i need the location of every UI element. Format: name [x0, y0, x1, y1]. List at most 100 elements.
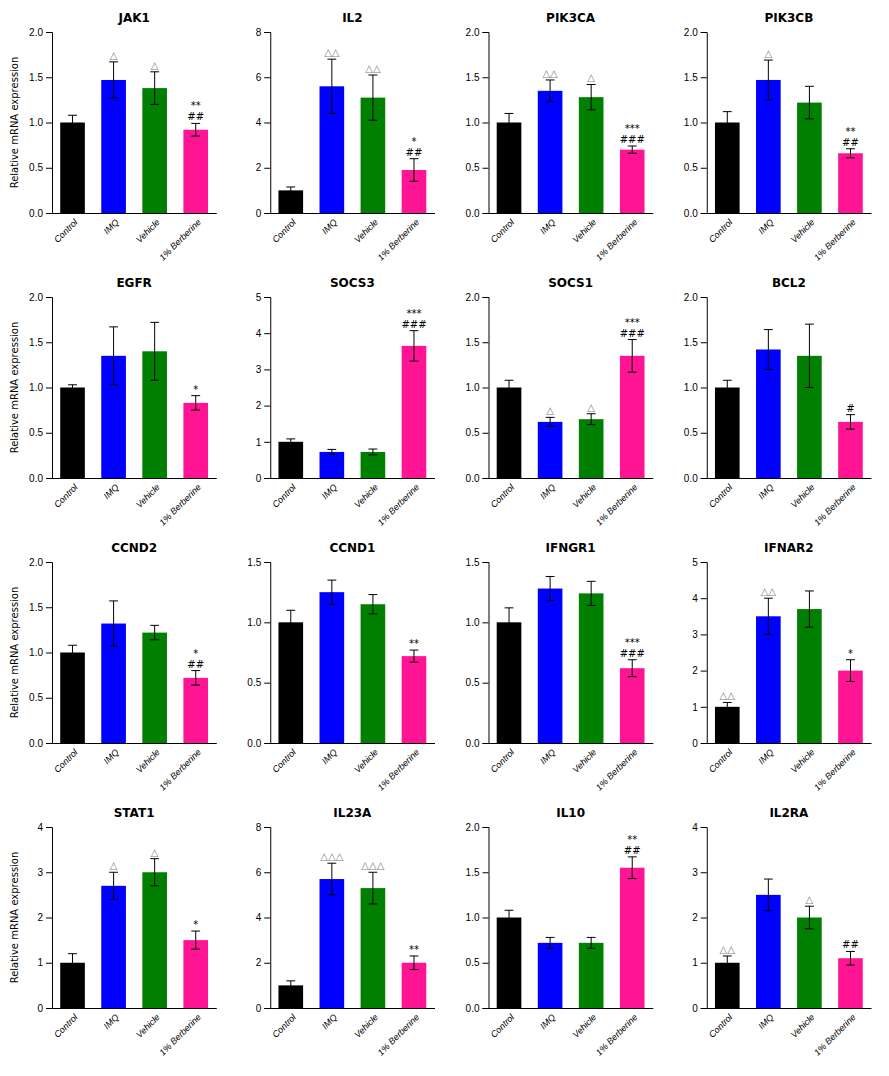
error-bar: [286, 981, 295, 990]
x-tick-label: Control: [270, 746, 298, 774]
y-tick-label: 1.5: [684, 337, 698, 348]
annotation: △△△: [361, 860, 384, 871]
error-bar: [723, 380, 732, 394]
y-axis: 0.00.51.01.52.0: [684, 27, 707, 219]
x-tick-label: IMQ: [320, 747, 339, 766]
bar: [320, 452, 345, 478]
y-axis-line: [483, 33, 490, 214]
y-tick-mark: [264, 1008, 270, 1009]
y-tick-label: 1.0: [466, 912, 480, 923]
y-tick-mark: [264, 123, 270, 124]
x-tick-label: Vehicle: [134, 217, 162, 245]
y-tick-label: 1.5: [29, 602, 43, 613]
x-tick-label: Control: [52, 1011, 80, 1039]
error-bar: [109, 327, 118, 385]
y-tick: 2: [256, 162, 271, 173]
x-tick: 1% Berberine: [376, 743, 422, 793]
annotation: ###: [620, 648, 645, 659]
bar: [838, 958, 863, 1008]
error-bar: [764, 879, 773, 911]
x-tick: 1% Berberine: [376, 213, 422, 263]
y-tick: 2: [256, 400, 271, 411]
y-tick-mark: [483, 297, 489, 298]
y-tick: 1.5: [247, 557, 270, 568]
y-axis: 0.00.51.01.52.0: [29, 27, 52, 219]
panel: 01234ControlIMQVehicle1% Berberine△△△##I…: [692, 806, 871, 1058]
x-tick: Control: [489, 213, 517, 245]
panel: 0.00.51.01.52.0ControlIMQVehicle1% Berbe…: [466, 11, 654, 263]
y-tick-label: 1.5: [466, 867, 480, 878]
y-tick-label: 2.0: [466, 822, 480, 833]
x-axis: ControlIMQVehicle1% Berberine: [489, 213, 654, 263]
plot-area: [715, 591, 863, 743]
y-tick-mark: [483, 388, 489, 389]
y-tick-label: 1.5: [466, 557, 480, 568]
plot-area: [278, 59, 426, 213]
y-tick-label: 2: [256, 400, 262, 411]
y-axis-line: [46, 563, 53, 744]
x-axis: ControlIMQVehicle1% Berberine: [270, 743, 435, 793]
error-bar: [628, 857, 637, 879]
x-tick: Vehicle: [134, 213, 162, 245]
y-tick: 1.0: [466, 912, 489, 923]
y-tick: 1.5: [29, 337, 52, 348]
error-bar: [327, 863, 336, 895]
x-tick: Vehicle: [789, 743, 817, 775]
y-tick-label: 2: [256, 957, 262, 968]
error-bar: [286, 610, 295, 634]
y-axis: 012345: [692, 557, 707, 749]
x-axis: ControlIMQVehicle1% Berberine: [52, 213, 217, 263]
y-tick-label: 0.5: [29, 692, 43, 703]
annotations: △△###***: [546, 317, 645, 417]
x-tick: IMQ: [102, 743, 121, 766]
x-tick: Vehicle: [789, 213, 817, 245]
y-tick: 2: [37, 912, 52, 923]
y-tick: 1.0: [684, 117, 707, 128]
y-tick: 0.5: [684, 162, 707, 173]
error-bar: [410, 159, 419, 182]
y-tick-mark: [264, 333, 270, 334]
x-axis: ControlIMQVehicle1% Berberine: [489, 1008, 654, 1058]
x-tick: Vehicle: [571, 478, 599, 510]
annotation: ***: [625, 637, 640, 648]
bar: [797, 609, 822, 743]
x-tick-label: Vehicle: [352, 217, 380, 245]
x-tick: Vehicle: [571, 1008, 599, 1040]
y-axis: 0.00.51.01.52.0: [29, 292, 52, 484]
x-tick: Control: [270, 1008, 298, 1040]
y-tick-label: 1.0: [29, 647, 43, 658]
bar: [320, 592, 345, 743]
y-tick-label: 2.0: [466, 27, 480, 38]
x-axis-line: [707, 1008, 871, 1009]
y-tick: 1.5: [466, 867, 489, 878]
y-tick: 1.0: [466, 382, 489, 393]
x-tick-label: 1% Berberine: [376, 217, 422, 263]
error-bar: [150, 625, 159, 639]
y-axis-line: [46, 33, 53, 214]
y-tick: 1.0: [29, 382, 52, 393]
y-tick: 3: [692, 629, 707, 640]
y-tick-label: 1.0: [29, 382, 43, 393]
y-tick-mark: [701, 562, 707, 563]
y-tick-mark: [46, 1008, 52, 1009]
bar: [183, 940, 208, 1008]
plot-area: [278, 331, 426, 478]
y-tick-mark: [46, 342, 52, 343]
y-tick-label: 2.0: [466, 292, 480, 303]
y-axis-line: [264, 33, 271, 214]
y-tick-label: 6: [256, 72, 262, 83]
annotations: △△△△△△**: [320, 851, 419, 955]
x-tick: Control: [52, 478, 80, 510]
y-tick: 0: [37, 1003, 52, 1014]
panel: 0.00.51.01.52.0ControlIMQVehicle1% Berbe…: [684, 276, 872, 528]
x-tick-label: IMQ: [320, 217, 339, 236]
y-tick-mark: [46, 168, 52, 169]
panel-title: IL2RA: [769, 806, 809, 820]
bar: [320, 879, 345, 1008]
y-tick-mark: [483, 342, 489, 343]
annotation: ##: [187, 111, 204, 122]
annotations: #: [846, 403, 854, 414]
y-tick: 0.0: [247, 738, 270, 749]
y-tick: 1.5: [466, 557, 489, 568]
x-tick-label: Vehicle: [789, 747, 817, 775]
